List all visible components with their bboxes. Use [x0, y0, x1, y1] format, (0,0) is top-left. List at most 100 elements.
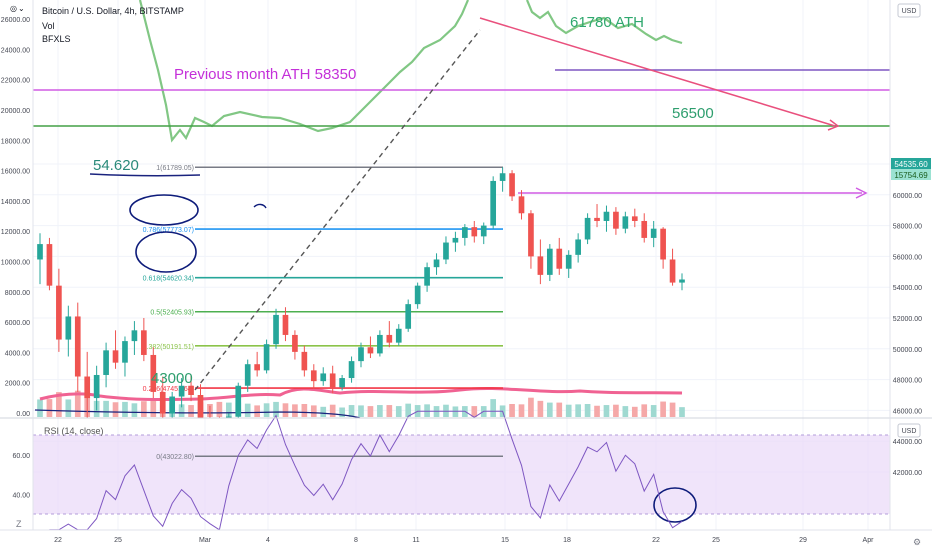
rsi-axis[interactable]: 60.00 40.00: [12, 453, 30, 500]
rsi-tick-label: 60.00: [12, 453, 30, 460]
volume-bar: [46, 399, 53, 417]
volume-bar: [273, 401, 279, 417]
circle-annotation-05: [129, 194, 199, 226]
volume-bar: [471, 406, 478, 417]
volume-bar: [150, 399, 157, 417]
candle-body: [584, 217, 591, 240]
volume-bar: [509, 404, 515, 417]
time-tick-label: 15: [501, 537, 509, 544]
eye-icon[interactable]: ◎: [10, 4, 17, 13]
last-price-text: 54535.60: [894, 160, 928, 169]
fib-level-label: 1(61789.05): [156, 165, 194, 172]
bfxls-tick-label: 26000.00: [1, 17, 30, 24]
price-tick-label: 46000.00: [893, 408, 922, 415]
uptrend-dashed-line[interactable]: [194, 29, 481, 391]
candle-body: [93, 374, 100, 399]
candle-body: [46, 244, 53, 286]
volume-bar: [329, 404, 336, 417]
volume-bar: [546, 402, 553, 417]
time-axis[interactable]: 22 25 Mar 4 8 11 15 18 22 25 29 Apr: [54, 537, 874, 544]
candle-body: [528, 213, 534, 257]
last-bfxls-text: 15754.69: [894, 171, 928, 180]
downtrend-line[interactable]: [479, 17, 836, 127]
bfxls-tick-label: 14000.00: [1, 199, 30, 206]
candle-body: [405, 304, 412, 329]
currency-badge-rsi-text: USD: [902, 428, 917, 435]
settings-gear-icon[interactable]: ⚙: [913, 537, 921, 547]
rsi-line: [49, 410, 683, 531]
candle-body: [556, 248, 563, 269]
fib-level-label: 0.618(54620.34): [143, 276, 194, 283]
volume-bar: [112, 402, 119, 417]
volume-bar: [622, 406, 629, 417]
volume-bar: [348, 405, 355, 417]
time-tick-label: 18: [563, 537, 571, 544]
candle-body: [490, 180, 497, 226]
volume-bar: [37, 399, 43, 417]
time-tick-label: Apr: [863, 537, 875, 544]
candle-body: [131, 330, 138, 342]
prev-month-ath-label: Previous month ATH 58350: [174, 66, 356, 83]
rsi-title: RSI (14, close): [44, 426, 104, 436]
chart-title: Bitcoin / U.S. Dollar, 4h, BITSTAMP: [42, 6, 184, 16]
fib-levels[interactable]: 1(61789.05) 0.786(57773.07) 0.618(54620.34…: [143, 165, 503, 461]
candle-body: [424, 267, 430, 286]
candle-body: [669, 259, 676, 283]
currency-badge-top[interactable]: [897, 3, 921, 18]
candle-body: [112, 350, 119, 363]
circle-annotation-0382: [135, 231, 197, 273]
candle-body: [575, 239, 581, 255]
candle-body: [197, 395, 204, 418]
volume-bar: [603, 405, 610, 417]
bfxls-tick-label: 16000.00: [1, 169, 30, 176]
support-arrowhead-icon: [855, 187, 868, 199]
bfxls-series-line: [138, 0, 683, 143]
candle-body: [480, 225, 487, 237]
candle-body: [301, 351, 308, 371]
candle-body: [358, 347, 364, 362]
tick-mark-annotation: [253, 203, 267, 209]
time-tick-label: 22: [54, 537, 62, 544]
candle-body: [443, 242, 449, 260]
volume-bar: [660, 401, 666, 417]
bfxls-axis[interactable]: 26000.00 24000.00 22000.00 20000.00 18000.00…: [1, 17, 30, 418]
currency-badge-rsi[interactable]: [897, 423, 921, 438]
volume-bar: [282, 403, 289, 417]
time-tick-label: 11: [412, 537, 419, 544]
candle-body: [84, 376, 91, 399]
vol-indicator-label[interactable]: Vol: [42, 21, 55, 31]
candle-body: [631, 216, 638, 221]
volume-bar: [490, 399, 497, 417]
volume-bar: [518, 404, 525, 417]
volume-bar: [424, 404, 430, 417]
price-tick-label: 42000.00: [893, 470, 922, 477]
volume-bar: [339, 407, 345, 417]
candle-body: [650, 228, 657, 238]
volume-bar: [178, 404, 185, 417]
candle-body: [565, 254, 572, 269]
bfxls-indicator-label[interactable]: BFXLS: [42, 34, 71, 44]
price-tick-label: 50000.00: [893, 347, 922, 354]
candle-body: [169, 396, 176, 414]
candle-body: [471, 227, 478, 237]
price-tick-label: 44000.00: [893, 439, 922, 446]
bfxls-tick-label: 20000.00: [1, 108, 30, 115]
candle-body: [188, 385, 194, 395]
volume-bar: [613, 404, 619, 417]
candle-body: [518, 196, 525, 214]
candle-body: [641, 220, 648, 238]
rsi-tick-label: 40.00: [12, 492, 30, 499]
candle-body: [320, 373, 327, 382]
candle-body: [65, 316, 72, 340]
low-43000-label: 43000: [151, 370, 193, 387]
volume-bar: [301, 404, 308, 417]
fib-level-label: 0.236(47451.64): [143, 386, 194, 393]
volume-bar: [310, 405, 317, 417]
chevron-icon[interactable]: ⌄: [18, 4, 25, 13]
time-tick-label: 25: [712, 537, 720, 544]
candle-body: [386, 334, 393, 343]
time-tick-label: 8: [354, 537, 358, 544]
timezone-icon[interactable]: Z: [16, 519, 22, 529]
fib-level-label: 0.5(52405.93): [150, 310, 194, 317]
